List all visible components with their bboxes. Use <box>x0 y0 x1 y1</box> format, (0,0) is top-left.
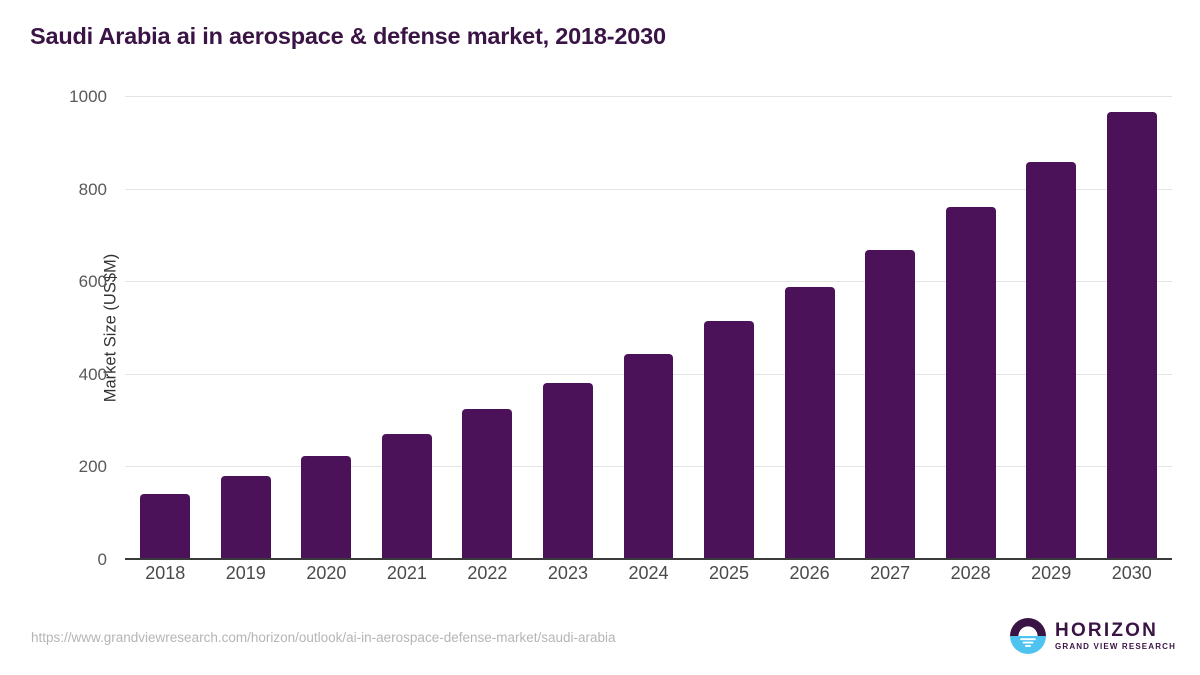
x-axis-tick-label: 2027 <box>870 563 911 583</box>
bar-group: 2024 <box>623 96 674 583</box>
bar[interactable] <box>623 353 674 559</box>
bar-group: 2028 <box>945 96 996 583</box>
bar[interactable] <box>865 249 916 559</box>
source-url[interactable]: https://www.grandviewresearch.com/horizo… <box>31 630 616 645</box>
bar[interactable] <box>945 207 996 559</box>
x-axis-tick-label: 2023 <box>547 563 588 583</box>
gridline <box>125 96 1172 97</box>
bar[interactable] <box>1106 111 1157 559</box>
horizon-logo: HORIZON GRAND VIEW RESEARCH <box>1010 618 1176 654</box>
bar-group: 2027 <box>865 96 916 583</box>
x-axis-tick-label: 2028 <box>950 563 991 583</box>
bar-group: 2026 <box>784 96 835 583</box>
bar[interactable] <box>381 434 432 559</box>
logo-name: HORIZON <box>1055 620 1159 641</box>
y-axis-tick-label: 600 <box>78 272 107 292</box>
bar[interactable] <box>220 475 271 559</box>
bar[interactable] <box>542 383 593 559</box>
y-axis-tick-label: 400 <box>78 364 107 384</box>
bar-group: 2023 <box>542 96 593 583</box>
bar-group: 2018 <box>140 96 191 583</box>
x-axis-tick-label: 2018 <box>145 563 186 583</box>
horizon-circle-icon <box>1010 618 1047 654</box>
x-axis-tick-label: 2020 <box>306 563 347 583</box>
y-axis-tick-label: 800 <box>78 179 107 199</box>
gridline <box>125 281 1172 283</box>
logo-tagline: GRAND VIEW RESEARCH <box>1055 642 1176 651</box>
bar[interactable] <box>301 455 352 559</box>
x-axis-tick-label: 2024 <box>628 563 669 583</box>
x-axis-tick-label: 2030 <box>1111 563 1152 583</box>
bar-group: 2021 <box>381 96 432 583</box>
x-axis-line <box>125 558 1172 560</box>
x-axis-tick-label: 2026 <box>789 563 830 583</box>
bar-group: 2022 <box>462 96 513 583</box>
bar[interactable] <box>1026 162 1077 559</box>
bar[interactable] <box>784 286 835 559</box>
bar-group: 2025 <box>704 96 754 583</box>
x-axis-tick-label: 2029 <box>1031 563 1072 583</box>
plot-area: Market Size (US$M) 0 200 400 600 800 1000 201… <box>69 87 1172 583</box>
bar-group: 2030 <box>1106 96 1157 583</box>
logo-wordmark: HORIZON GRAND VIEW RESEARCH <box>1055 621 1176 651</box>
bar[interactable] <box>140 494 191 559</box>
y-axis-tick-label: 200 <box>78 457 107 477</box>
x-axis-tick-label: 2022 <box>467 563 508 583</box>
page-title: Saudi Arabia ai in aerospace & defense m… <box>30 23 666 49</box>
bar[interactable] <box>462 408 513 559</box>
gridline <box>125 188 1172 190</box>
x-axis-tick-label: 2019 <box>225 563 266 583</box>
x-axis-tick-label: 2025 <box>709 563 750 583</box>
bar-group: 2020 <box>301 96 352 583</box>
y-axis-tick-label: 1000 <box>69 87 107 106</box>
bar-group: 2029 <box>1026 96 1077 583</box>
y-axis-tick-label: 0 <box>97 550 107 569</box>
bar-group: 2019 <box>220 96 271 583</box>
bar[interactable] <box>704 321 754 559</box>
x-axis-tick-label: 2021 <box>386 563 427 583</box>
